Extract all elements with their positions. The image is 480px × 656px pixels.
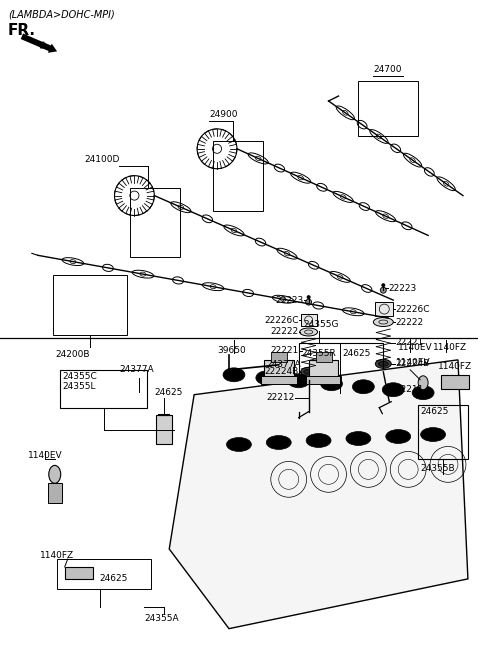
Ellipse shape <box>382 382 404 397</box>
Text: 24625: 24625 <box>420 407 448 416</box>
Text: 1140FZ: 1140FZ <box>40 551 74 560</box>
Text: 1140EV: 1140EV <box>398 343 433 352</box>
Ellipse shape <box>346 432 371 445</box>
Text: 24355C: 24355C <box>63 372 97 380</box>
Text: 22226C: 22226C <box>395 304 430 314</box>
Text: 24377A: 24377A <box>267 360 301 369</box>
Ellipse shape <box>304 369 313 375</box>
Ellipse shape <box>300 367 317 377</box>
Text: 24625: 24625 <box>342 349 371 358</box>
Ellipse shape <box>266 436 291 449</box>
Text: 22212: 22212 <box>266 393 295 402</box>
Text: 22223: 22223 <box>276 296 304 304</box>
Text: 24377A: 24377A <box>120 365 154 374</box>
Text: 1140EV: 1140EV <box>396 358 431 367</box>
Bar <box>309 360 338 378</box>
Bar <box>264 360 294 378</box>
Bar <box>65 567 93 579</box>
Text: 24200B: 24200B <box>56 350 90 359</box>
Ellipse shape <box>300 328 318 336</box>
Ellipse shape <box>223 368 245 382</box>
Bar <box>57 559 151 589</box>
Text: 24700: 24700 <box>373 65 402 74</box>
Bar <box>53 276 127 335</box>
Circle shape <box>381 283 385 287</box>
Ellipse shape <box>288 374 310 388</box>
Text: 22224B: 22224B <box>264 367 299 377</box>
Ellipse shape <box>378 361 388 366</box>
Bar <box>131 188 180 257</box>
Text: 22211: 22211 <box>395 385 424 394</box>
Bar <box>359 81 418 136</box>
Circle shape <box>306 299 312 305</box>
Circle shape <box>307 295 311 299</box>
Text: 1140FZ: 1140FZ <box>433 343 467 352</box>
Bar <box>315 352 332 362</box>
Bar <box>271 352 287 362</box>
Bar <box>441 375 469 389</box>
Text: 22222: 22222 <box>395 318 423 327</box>
Text: 24900: 24900 <box>209 110 238 119</box>
Text: 24625: 24625 <box>99 574 128 583</box>
Text: 24355B: 24355B <box>420 464 455 474</box>
Bar <box>261 376 297 384</box>
Text: 24355G: 24355G <box>304 320 339 329</box>
Ellipse shape <box>227 438 252 451</box>
Bar <box>300 314 317 326</box>
Text: 24355L: 24355L <box>63 382 96 391</box>
Text: 1140FZ: 1140FZ <box>438 362 472 371</box>
Bar <box>48 483 62 503</box>
Text: 22224B: 22224B <box>395 359 430 368</box>
Bar <box>375 302 393 316</box>
Text: 24355A: 24355A <box>144 614 179 623</box>
Ellipse shape <box>386 430 411 443</box>
Bar <box>299 343 384 393</box>
Ellipse shape <box>352 380 374 394</box>
Bar <box>156 415 172 445</box>
Text: 39650: 39650 <box>217 346 246 355</box>
Text: 22222: 22222 <box>271 327 299 337</box>
Text: (LAMBDA>DOHC-MPI): (LAMBDA>DOHC-MPI) <box>8 9 115 20</box>
Ellipse shape <box>49 465 61 483</box>
Text: 1140EV: 1140EV <box>28 451 62 461</box>
Ellipse shape <box>412 386 434 400</box>
Text: 22221: 22221 <box>270 346 299 356</box>
Text: 22221: 22221 <box>395 338 423 348</box>
Ellipse shape <box>373 318 393 327</box>
Ellipse shape <box>256 371 278 385</box>
Ellipse shape <box>306 434 331 447</box>
FancyArrow shape <box>21 33 57 53</box>
Bar <box>60 370 147 407</box>
Ellipse shape <box>420 428 445 441</box>
Circle shape <box>380 287 386 293</box>
Text: 24355R: 24355R <box>301 349 336 358</box>
Bar <box>306 376 341 384</box>
Ellipse shape <box>418 376 428 390</box>
Text: 24100D: 24100D <box>84 155 120 164</box>
Text: 24625: 24625 <box>154 388 183 397</box>
Text: 22226C: 22226C <box>264 316 299 325</box>
Bar <box>213 141 263 211</box>
Text: 22223: 22223 <box>388 283 417 293</box>
Ellipse shape <box>321 377 342 391</box>
Ellipse shape <box>375 359 391 368</box>
Bar <box>418 405 468 459</box>
Text: FR.: FR. <box>8 24 36 38</box>
Polygon shape <box>169 360 468 628</box>
